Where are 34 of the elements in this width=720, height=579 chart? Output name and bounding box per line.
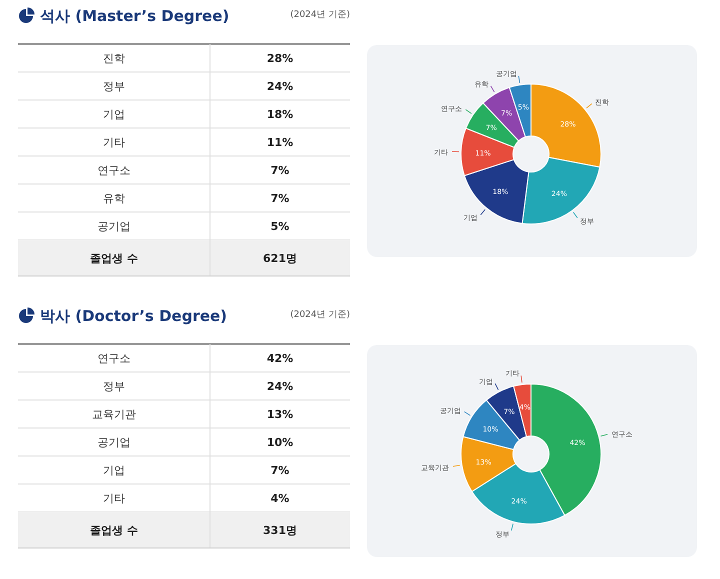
text: 졸업생 수 bbox=[90, 524, 138, 537]
text: 24% bbox=[266, 80, 294, 93]
text: 7% bbox=[270, 192, 290, 205]
category-label: 유학 bbox=[103, 192, 125, 205]
category-label: 기업 bbox=[103, 108, 125, 121]
category-label: 진학 bbox=[103, 52, 125, 65]
text: 5% bbox=[270, 220, 290, 233]
text: 42% bbox=[266, 352, 294, 365]
text: 18% bbox=[266, 108, 294, 121]
category-label: 기타 bbox=[103, 492, 125, 505]
text: (2024년 기준) bbox=[290, 10, 350, 20]
text: 13% bbox=[266, 408, 294, 421]
category-label: 연구소 bbox=[98, 164, 130, 177]
text: (2024년 기준) bbox=[290, 310, 350, 320]
text: 7% bbox=[270, 464, 290, 477]
category-label: 기업 bbox=[103, 464, 125, 477]
category-label: 정부 bbox=[103, 380, 125, 393]
text: 10% bbox=[266, 436, 294, 449]
text: 석사 (Master’s Degree) bbox=[40, 7, 230, 25]
text: 621명 bbox=[263, 252, 297, 265]
text: 331명 bbox=[263, 524, 297, 537]
category-label: 공기업 bbox=[98, 220, 130, 233]
category-label: 공기업 bbox=[98, 436, 130, 449]
category-label: 기타 bbox=[103, 136, 125, 149]
category-label: 정부 bbox=[103, 80, 125, 93]
text: 박사 (Doctor’s Degree) bbox=[40, 307, 228, 325]
text: 졸업생 수 bbox=[90, 252, 138, 265]
category-label: 연구소 bbox=[98, 352, 130, 365]
text: 28% bbox=[266, 52, 294, 65]
category-label: 교육기관 bbox=[92, 408, 136, 421]
text: 24% bbox=[266, 380, 294, 393]
text: 4% bbox=[270, 492, 290, 505]
text: 7% bbox=[270, 164, 290, 177]
text: 11% bbox=[266, 136, 294, 149]
